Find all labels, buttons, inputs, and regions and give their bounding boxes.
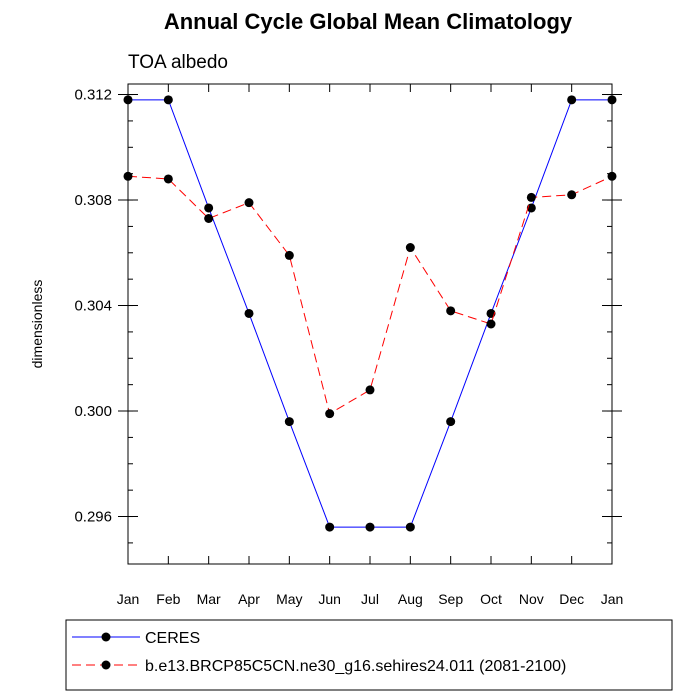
x-tick-label: Feb: [156, 591, 180, 607]
series-line-1: [127, 175, 613, 415]
series-1-point: [204, 214, 214, 224]
series-1-point: [446, 306, 456, 316]
legend: CERES b.e13.BRCP85C5CN.ne30_g16.sehires2…: [65, 619, 673, 691]
x-tick-label: Sep: [438, 591, 463, 607]
y-tick-label: 0.308: [74, 192, 112, 209]
x-tick-labels: Jan Feb Mar Apr May Jun Jul Aug Sep Oct Nov Dec Jan: [117, 591, 624, 607]
series-1-point: [244, 198, 254, 208]
series-line-0: [128, 99, 612, 528]
x-tick-label: Apr: [238, 591, 260, 607]
y-tick-label: 0.312: [74, 87, 112, 104]
chart-subtitle: TOA albedo: [128, 52, 228, 73]
series-1-point: [284, 250, 294, 260]
legend-label-ceres: CERES: [145, 630, 200, 647]
x-tick-label: Oct: [480, 591, 502, 607]
y-tick-label: 0.300: [74, 403, 112, 420]
series-0-point: [163, 95, 173, 105]
plot-frame: [127, 83, 613, 565]
legend-label-model: b.e13.BRCP85C5CN.ne30_g16.sehires24.011 …: [145, 658, 566, 675]
y-tick-label: 0.304: [74, 298, 112, 315]
series-0-point: [284, 417, 294, 427]
series-0-point: [365, 522, 375, 532]
x-tick-label: Jan: [601, 591, 624, 607]
series-0-point: [405, 522, 415, 532]
series-1-point: [163, 174, 173, 184]
x-tick-label: Nov: [519, 591, 544, 607]
series-1-point: [405, 243, 415, 253]
x-tick-label: Dec: [559, 591, 584, 607]
series-layer: [123, 95, 617, 532]
series-1-point: [526, 192, 536, 202]
chart-title: Annual Cycle Global Mean Climatology: [164, 9, 573, 34]
legend-marker-ceres: [101, 632, 111, 642]
series-1-point: [325, 409, 335, 419]
series-1-point: [486, 319, 496, 329]
x-tick-label: Jan: [117, 591, 140, 607]
series-0-point: [325, 522, 335, 532]
series-0-point: [446, 417, 456, 427]
series-1-point: [567, 190, 577, 200]
series-0-point: [567, 95, 577, 105]
x-tick-label: Jun: [318, 591, 341, 607]
series-0-point: [204, 203, 214, 213]
legend-box: [65, 619, 673, 691]
series-0-point: [244, 308, 254, 318]
axis-ticks: [118, 84, 622, 564]
x-tick-label: Jul: [361, 591, 379, 607]
x-tick-label: Aug: [398, 591, 423, 607]
series-1-point: [365, 385, 375, 395]
y-tick-labels: 0.296 0.300 0.304 0.308 0.312: [74, 87, 112, 526]
legend-marker-model: [101, 660, 111, 670]
x-tick-label: Mar: [197, 591, 221, 607]
x-tick-label: May: [276, 591, 302, 607]
y-axis-label: dimensionless: [29, 280, 45, 369]
y-tick-label: 0.296: [74, 509, 112, 526]
